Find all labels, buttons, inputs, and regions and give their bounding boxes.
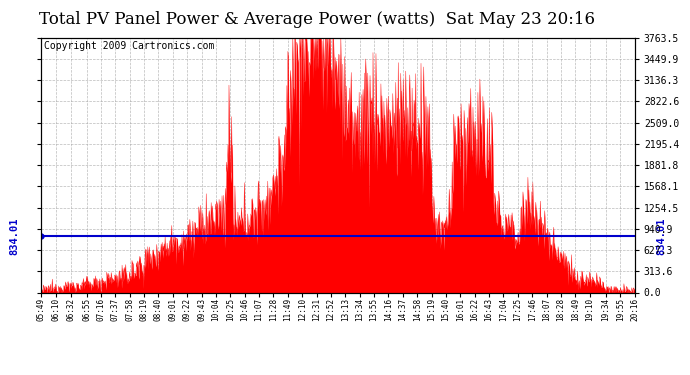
Text: 834.01: 834.01 (656, 217, 667, 255)
Text: 834.01: 834.01 (10, 217, 20, 255)
Text: Total PV Panel Power & Average Power (watts)  Sat May 23 20:16: Total PV Panel Power & Average Power (wa… (39, 11, 595, 28)
Text: Copyright 2009 Cartronics.com: Copyright 2009 Cartronics.com (44, 41, 215, 51)
